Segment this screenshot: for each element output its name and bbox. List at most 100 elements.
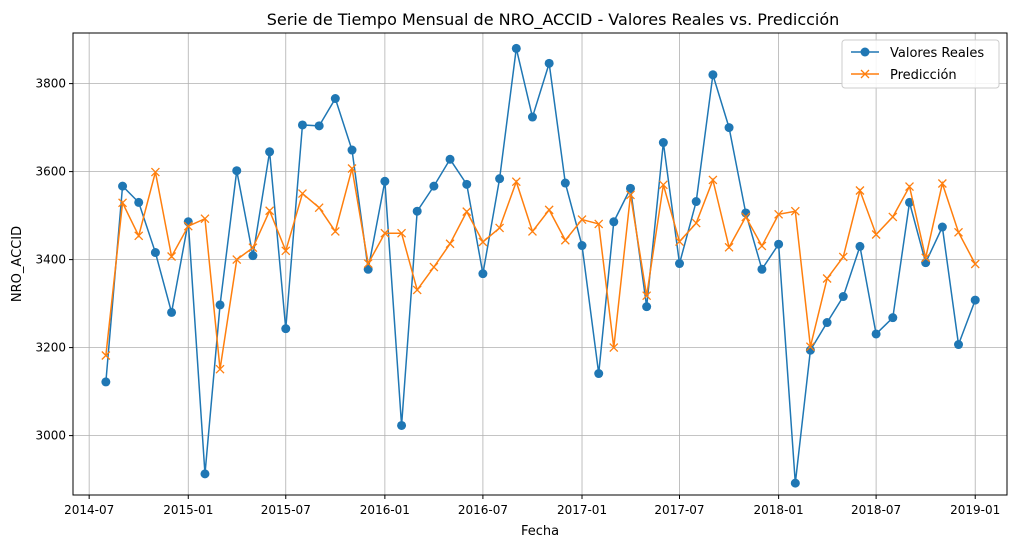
data-point — [757, 264, 767, 274]
legend-marker — [860, 69, 870, 79]
data-point — [527, 112, 537, 122]
data-point — [544, 58, 554, 68]
data-point — [708, 175, 718, 185]
data-point — [855, 241, 865, 251]
data-point — [314, 121, 324, 131]
data-point — [691, 197, 701, 207]
x-tick-label: 2015-01 — [163, 503, 213, 517]
legend-box — [841, 39, 1000, 89]
data-point — [642, 302, 652, 312]
data-point — [675, 237, 684, 247]
data-point — [495, 174, 505, 184]
data-point — [363, 264, 373, 274]
data-point — [594, 369, 604, 379]
series-line — [105, 168, 976, 370]
data-point — [822, 274, 832, 283]
data-point — [888, 313, 898, 323]
data-point — [609, 343, 619, 353]
data-point — [838, 292, 848, 302]
data-point — [921, 258, 931, 268]
data-point — [675, 259, 685, 269]
data-point — [790, 206, 800, 216]
x-axis-label: Fecha — [521, 524, 559, 539]
x-tick-label: 2019-01 — [950, 503, 1000, 517]
data-point — [970, 259, 980, 269]
series-layer — [101, 43, 980, 488]
data-point — [232, 166, 242, 176]
data-point — [412, 206, 422, 216]
y-tick-label: 3200 — [35, 341, 66, 355]
data-point — [265, 206, 275, 216]
data-point — [609, 217, 619, 227]
data-point — [888, 212, 898, 222]
data-point — [101, 351, 111, 360]
data-point — [429, 181, 439, 191]
data-point — [445, 239, 455, 249]
data-point — [544, 205, 554, 215]
data-point — [445, 154, 455, 164]
data-point — [937, 179, 947, 188]
data-point — [265, 147, 275, 157]
data-point — [200, 469, 210, 479]
data-point — [805, 345, 815, 355]
data-point — [658, 138, 668, 148]
x-tick-label: 2015-07 — [261, 503, 311, 517]
y-axis-label: NRO_ACCID — [10, 226, 25, 302]
x-tick-label: 2016-07 — [458, 503, 508, 517]
legend-item: Valores Reales — [851, 46, 984, 61]
data-point — [970, 295, 980, 305]
data-point — [167, 252, 177, 261]
chart-title: Serie de Tiempo Mensual de NRO_ACCID - V… — [267, 10, 840, 30]
legend: Valores Reales Predicción — [841, 39, 1000, 89]
data-point — [134, 197, 144, 207]
x-tick-label: 2014-07 — [64, 503, 114, 517]
data-point — [380, 228, 390, 238]
data-point — [298, 189, 307, 199]
data-point — [150, 167, 160, 177]
data-point — [560, 178, 570, 188]
y-tick-label: 3600 — [35, 165, 66, 179]
data-point — [625, 183, 635, 193]
data-point — [822, 318, 832, 328]
data-point — [855, 186, 865, 195]
plot-frame — [72, 32, 1008, 496]
data-point — [248, 243, 258, 253]
data-point — [511, 177, 521, 187]
data-point — [478, 269, 488, 279]
data-point — [560, 235, 570, 245]
data-point — [921, 253, 931, 263]
data-point — [215, 300, 225, 310]
x-tick-label: 2017-01 — [557, 503, 607, 517]
data-point — [838, 252, 848, 262]
data-point — [397, 228, 407, 238]
data-point — [905, 182, 914, 192]
x-tick-label: 2017-07 — [654, 503, 704, 517]
data-point — [511, 43, 521, 53]
data-point — [658, 180, 668, 190]
data-point — [330, 226, 340, 236]
data-point — [805, 342, 815, 352]
y-tick-label: 3800 — [35, 77, 66, 91]
data-point — [330, 94, 340, 104]
x-tick-label: 2018-07 — [851, 503, 901, 517]
data-point — [232, 255, 242, 265]
data-point — [954, 227, 963, 237]
series-0 — [101, 43, 980, 488]
data-point — [708, 70, 718, 80]
legend-item: Predicción — [851, 68, 957, 83]
data-point — [691, 218, 701, 228]
x-axis: 2014-07 2015-01 2015-07 2016-01 2016-07 2017-… — [64, 495, 1000, 517]
legend-marker — [860, 47, 870, 57]
data-point — [118, 181, 128, 191]
data-point — [462, 179, 472, 189]
data-point — [134, 231, 144, 241]
grid — [73, 33, 1007, 495]
data-point — [577, 241, 587, 251]
data-point — [724, 123, 734, 133]
y-axis: 3000 3200 3400 3600 3800 — [35, 77, 73, 443]
data-point — [429, 262, 439, 272]
series-line — [105, 48, 976, 484]
data-point — [183, 221, 193, 231]
data-point — [281, 246, 291, 256]
